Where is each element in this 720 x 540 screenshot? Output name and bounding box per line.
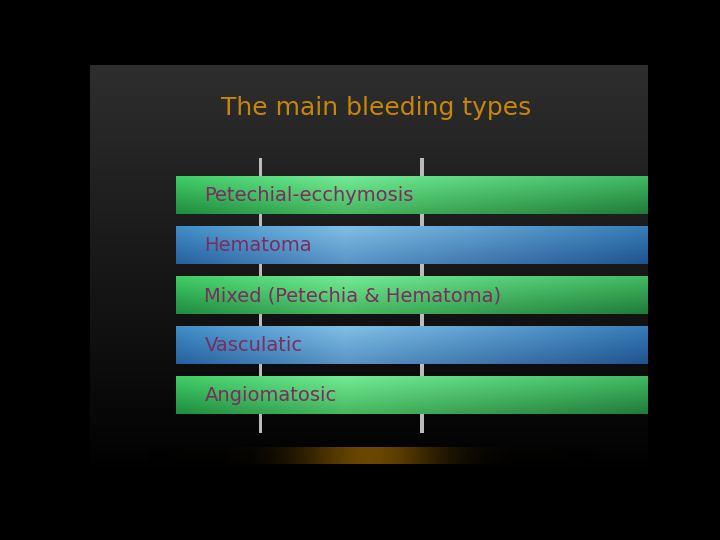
Text: Hematoma: Hematoma: [204, 236, 312, 255]
Text: Petechial-ecchymosis: Petechial-ecchymosis: [204, 186, 414, 205]
Bar: [420, 158, 423, 433]
Text: The main bleeding types: The main bleeding types: [221, 97, 531, 120]
Bar: [258, 158, 262, 433]
Text: Angiomatosic: Angiomatosic: [204, 386, 337, 405]
Text: Vasculatic: Vasculatic: [204, 336, 302, 355]
Text: Mixed (Petechia & Hematoma): Mixed (Petechia & Hematoma): [204, 286, 502, 305]
